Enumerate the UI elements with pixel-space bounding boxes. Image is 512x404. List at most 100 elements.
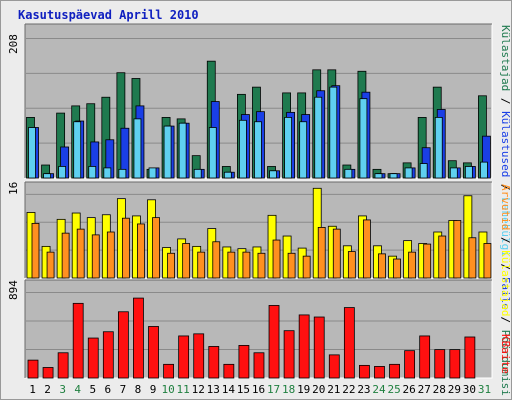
bar-kulastajad-middle [46,251,55,279]
bar-lehekulgi [88,166,97,179]
bar-kbaite [374,366,385,379]
day-label: 8 [135,383,142,396]
bar-kbaite [87,337,99,379]
day-axis-labels: 1 2 3 4 5 6 7 8 9 10 11 12 13 14 15 16 17 18 19 20 21 22 23 24 2… [29,383,491,396]
bar-lehekulgi [389,173,398,179]
day-label: 15 [237,383,250,396]
bar-kbaite [434,349,446,379]
bar-kbaite [223,363,235,379]
bar-kulastajad-middle [182,243,191,279]
day-label: 19 [297,383,310,396]
bar-kbaite [389,363,400,379]
bar-kbaite [238,345,250,379]
bar-kbaite [42,367,54,379]
bar-kulastajad-middle [91,234,100,279]
bar-lehekulgi [28,127,36,179]
bar-kbaite [57,352,69,379]
bar-kbaite [148,326,159,379]
bar-lehekulgi [239,119,247,179]
day-label: 20 [312,383,325,396]
day-label: 22 [342,383,355,396]
bar-kbaite [253,352,265,379]
day-label: 13 [207,383,220,396]
day-label: 1 [29,383,36,396]
day-label: 30 [463,383,476,396]
day-label: 27 [418,383,431,396]
legend-text: / [499,257,512,277]
bar-kbaite [343,307,355,379]
bar-kulastajad-middle [332,228,341,279]
day-label: 10 [161,383,174,396]
bar-kbaite [208,346,220,379]
day-label: 2 [44,383,51,396]
middle-legend: Arvutid / Külastajad [499,184,512,316]
legend-text: Pöördumisi [499,330,512,396]
bar-lehekulgi [344,168,353,179]
bar-kbaite [328,354,340,379]
bar-kulastajad-middle [31,222,40,279]
bar-lehekulgi [103,167,112,179]
day-label: 31 [478,383,491,396]
bar-lehekulgi [148,167,157,179]
bar-kulastajad-middle [378,253,386,279]
bar-lehekulgi [299,121,308,179]
bar-lehekulgi [284,117,292,179]
legend-text: Külastajad [499,250,512,316]
bar-lehekulgi [269,170,277,179]
bar-lehekulgi [133,118,142,179]
legend-text: Faile [499,277,512,310]
bar-lehekulgi [464,166,473,179]
bar-kulastajad-middle [272,239,281,279]
bar-lehekulgi [449,167,458,179]
bar-kbaite [163,363,174,379]
bar-lehekulgi [58,166,67,179]
legend-text: / [499,91,512,111]
day-label: 11 [177,383,190,396]
bar-lehekulgi [208,127,217,179]
bar-kulastajad-middle [197,251,206,279]
legend-text: / [499,230,512,250]
day-label: 26 [403,383,416,396]
bottom-panel [24,279,493,379]
bar-kulastajad-middle [302,255,311,279]
bar-kulastajad-middle [212,241,221,279]
day-label: 16 [252,383,265,396]
bar-kulastajad-middle [363,219,371,279]
bar-kbaite [193,333,205,379]
day-label: 25 [387,383,400,396]
legend-text: Külastused [499,111,512,177]
day-label: 3 [59,383,66,396]
bar-kulastajad-middle [106,231,115,279]
bar-lehekulgi [118,168,127,179]
bar-kulastajad-middle [121,217,130,279]
day-label: 24 [372,383,386,396]
bar-lehekulgi [434,117,443,179]
bar-kbaite [72,302,84,379]
legend-text: Külastajad [499,25,512,91]
top-axis-max-label: 208 [7,34,20,54]
bar-kulastajad-middle [438,235,447,279]
bar-kbaite [359,364,370,379]
bar-kulastajad-middle [167,252,175,279]
bar-kulastajad-middle [227,251,236,279]
legend-text: / [499,177,512,197]
bar-kbaite [102,331,114,379]
day-label: 18 [282,383,295,396]
bar-kulastajad-middle [257,252,266,279]
legend-text: KBaite [499,334,512,374]
day-label: 9 [150,383,157,396]
bar-lehekulgi [329,86,338,179]
bar-kulastajad-middle [483,243,492,279]
legend-text: Lehekülgi [499,197,512,257]
bar-kulastajad-middle [137,223,145,279]
day-label: 29 [448,383,461,396]
bar-kulastajad-middle [347,251,356,279]
bar-lehekulgi [178,122,187,179]
bar-lehekulgi [374,173,383,179]
bar-kulastajad-middle [317,226,326,279]
bar-lehekulgi [254,121,262,179]
top-panel [24,23,493,179]
bar-kbaite [404,350,416,379]
bar-lehekulgi [314,96,323,179]
